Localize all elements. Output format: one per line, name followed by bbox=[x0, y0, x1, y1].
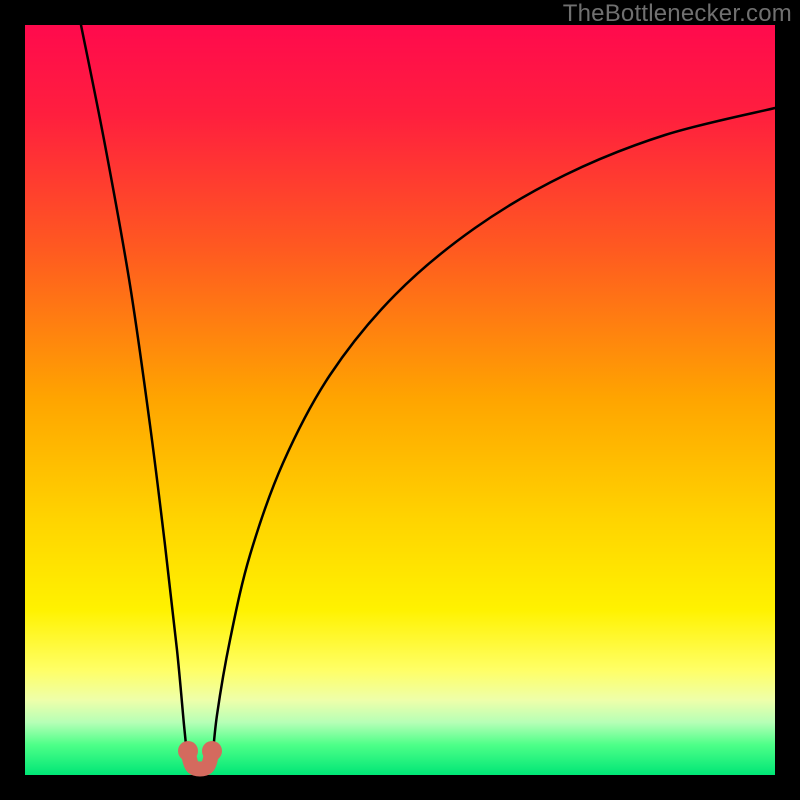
bottleneck-marker-dot-1 bbox=[202, 741, 222, 761]
watermark-text: TheBottlenecker.com bbox=[563, 0, 792, 28]
bottleneck-chart bbox=[0, 0, 800, 800]
bottleneck-marker-dot-0 bbox=[178, 741, 198, 761]
plot-background bbox=[25, 25, 775, 775]
